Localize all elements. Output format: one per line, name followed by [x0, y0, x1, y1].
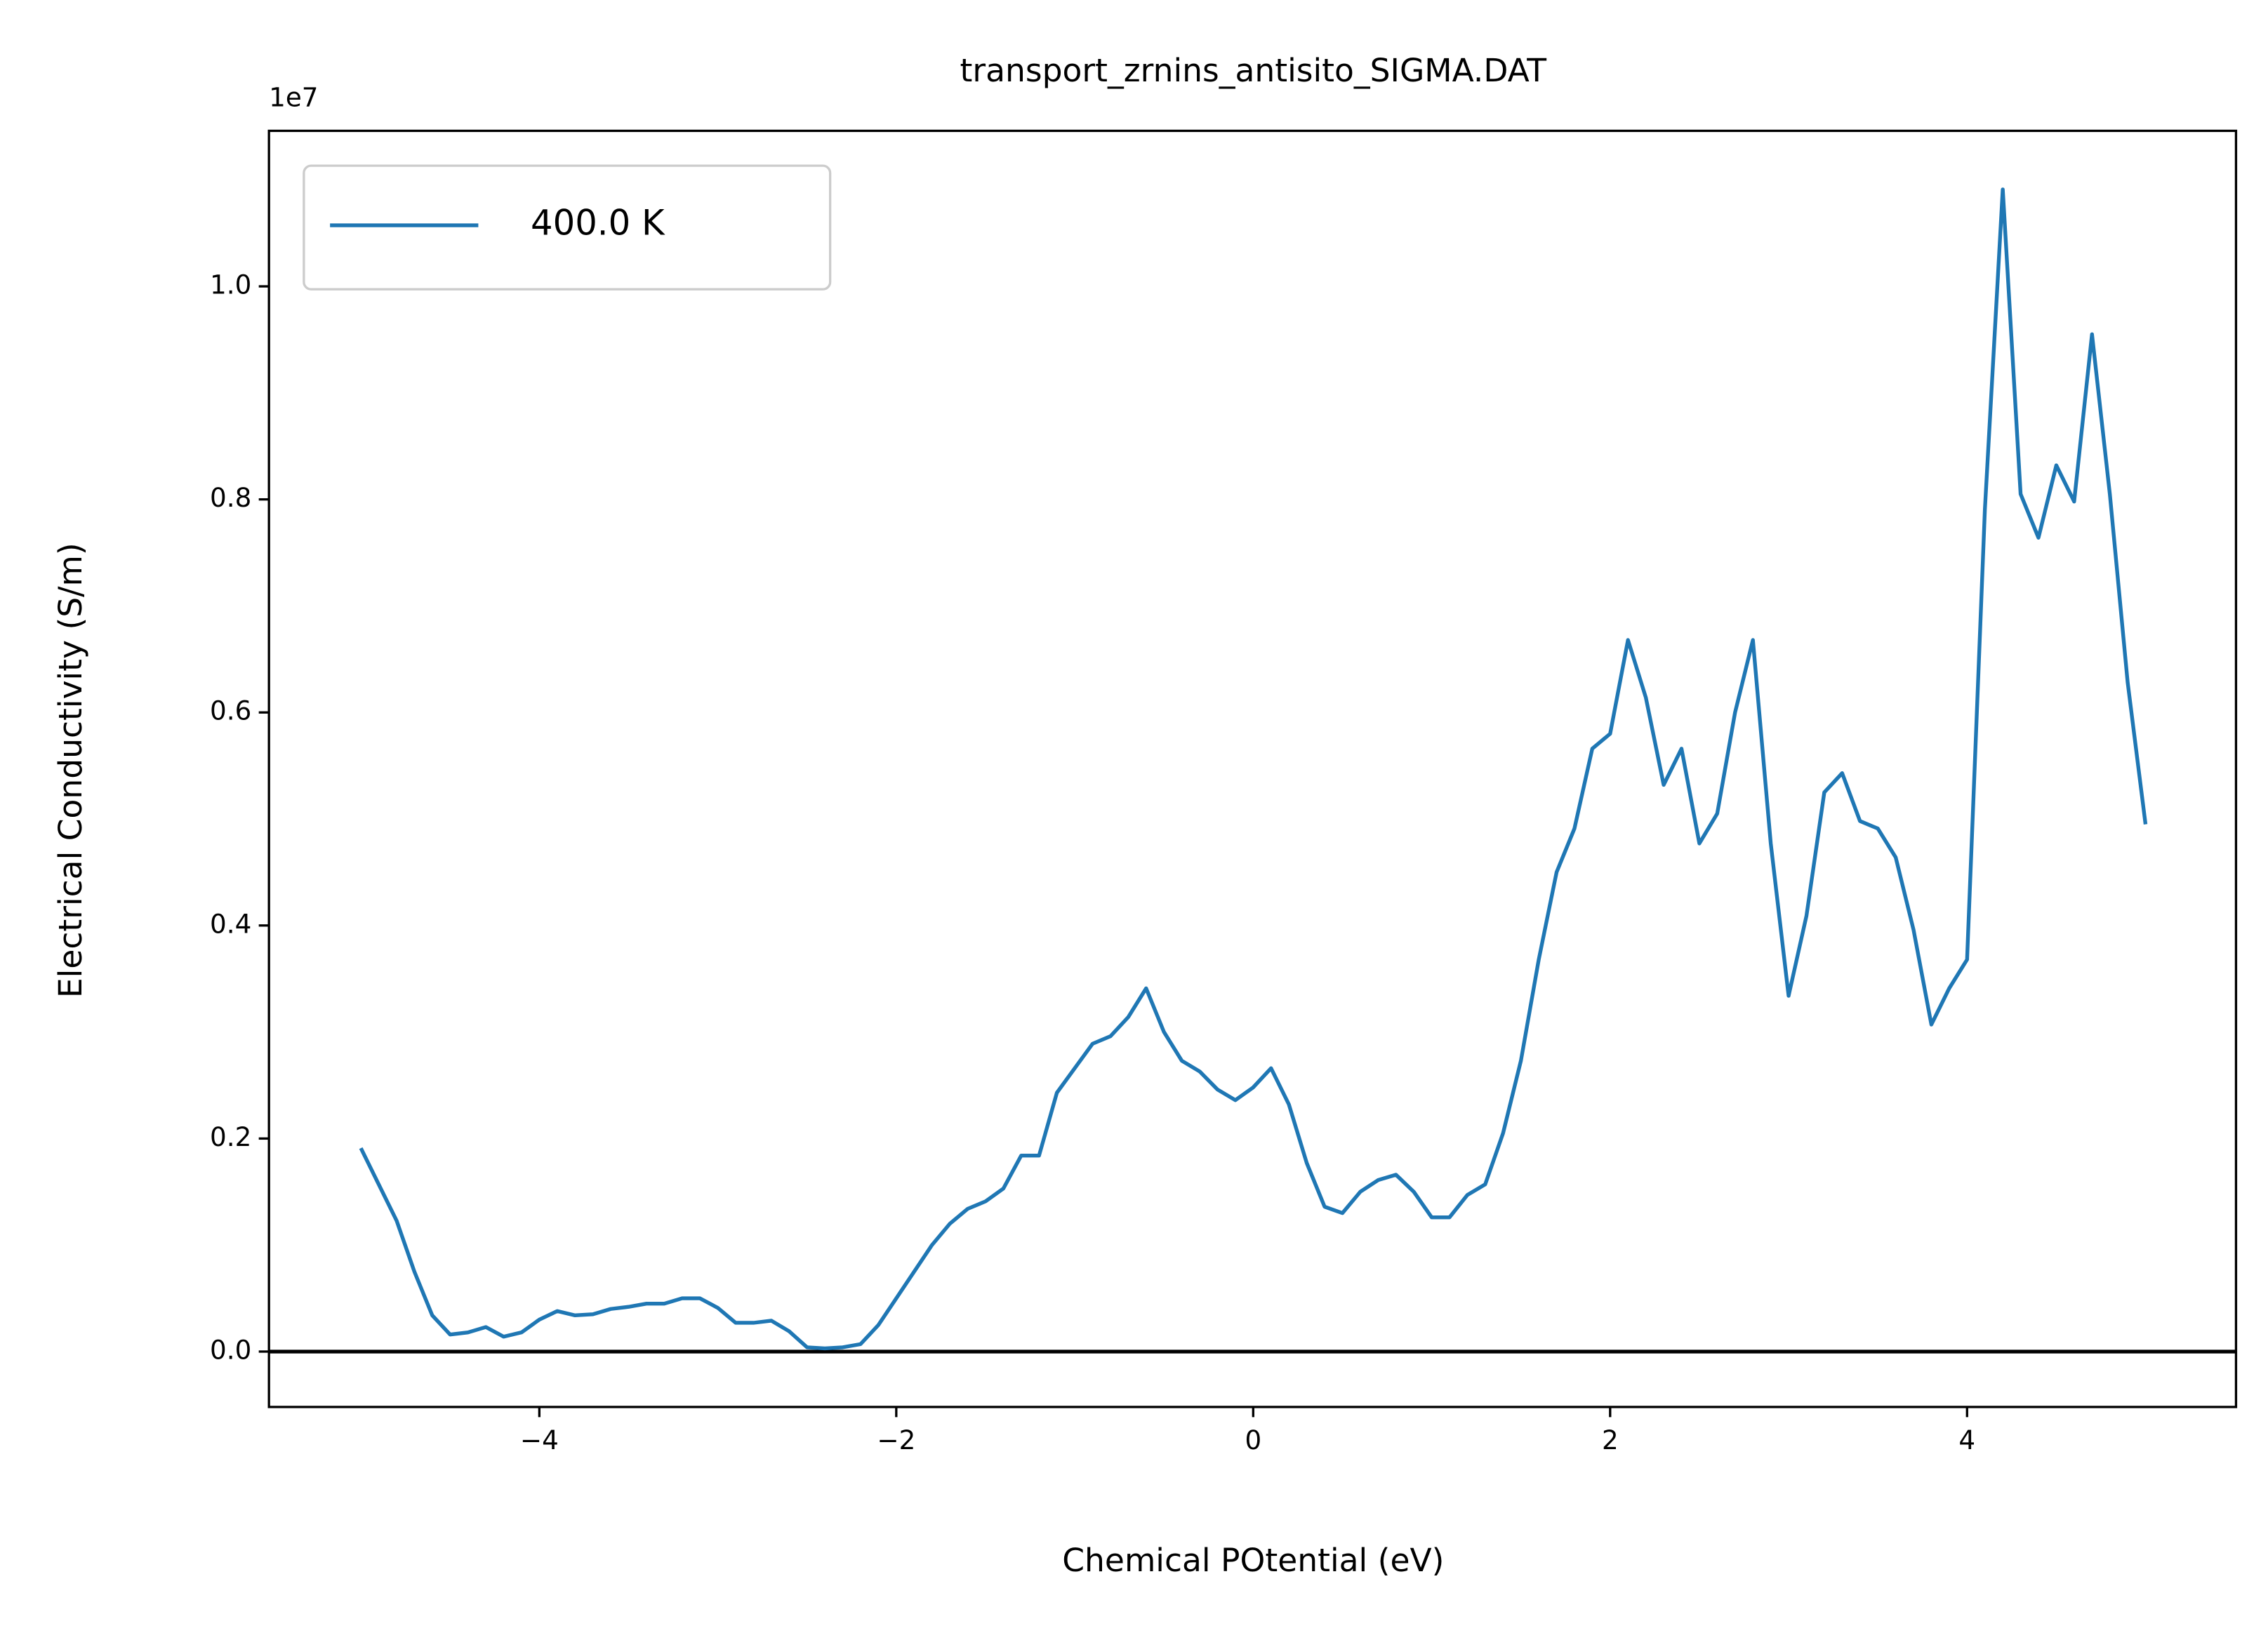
y-offset-label: 1e7 — [269, 81, 318, 112]
x-tick-label: 0 — [1245, 1425, 1261, 1455]
legend-label: 400.0 K — [531, 203, 665, 244]
plot-frame — [267, 129, 2238, 1408]
y-tick-label: 0.0 — [210, 1334, 251, 1365]
y-tick-label: 0.2 — [210, 1121, 251, 1152]
y-axis-label: Electrical Conductivity (S/m) — [52, 542, 89, 998]
x-tick-label: 2 — [1602, 1425, 1619, 1455]
x-tick-label: 4 — [1958, 1425, 1975, 1455]
legend-box — [303, 164, 832, 291]
x-axis-label: Chemical POtential (eV) — [1062, 1542, 1444, 1579]
y-tick-label: 0.6 — [210, 695, 251, 726]
line-series — [359, 187, 2148, 1351]
y-tick-label: 1.0 — [210, 269, 251, 300]
chart-title: transport_zrnins_antisito_SIGMA.DAT — [960, 52, 1547, 89]
x-tick-label: −4 — [520, 1425, 559, 1455]
y-tick-label: 0.4 — [210, 908, 251, 939]
x-tick-label: −2 — [877, 1425, 915, 1455]
y-tick-label: 0.8 — [210, 482, 251, 513]
